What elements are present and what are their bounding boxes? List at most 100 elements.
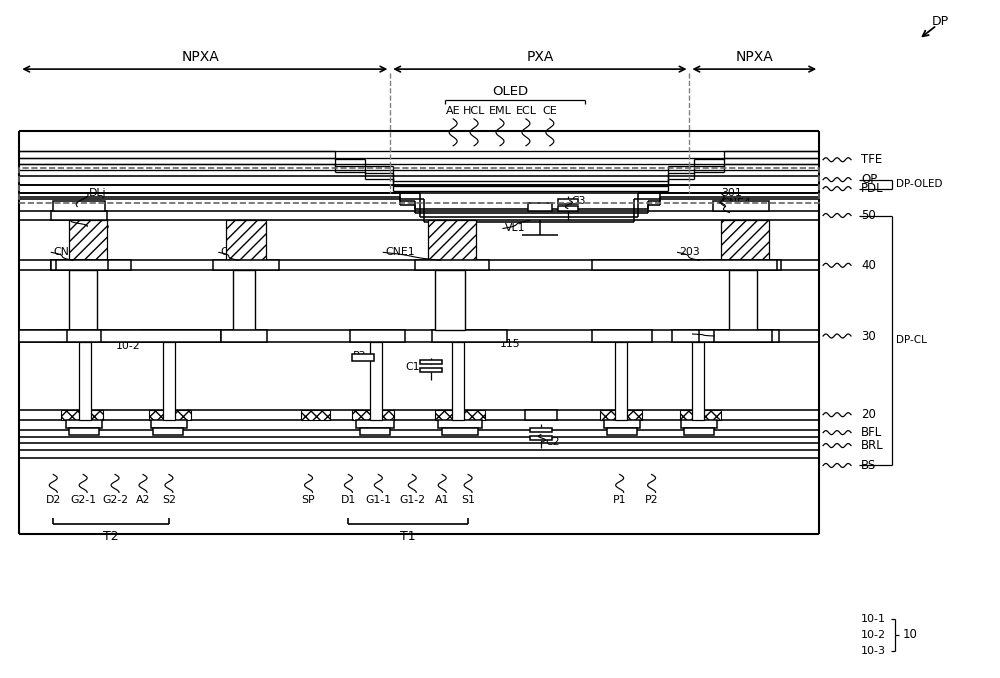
Text: DLj: DLj bbox=[89, 188, 107, 197]
Bar bbox=[600, 410, 642, 420]
Text: SP: SP bbox=[302, 496, 315, 505]
Text: OP: OP bbox=[861, 173, 877, 186]
Text: A2: A2 bbox=[136, 496, 150, 505]
Bar bbox=[79, 342, 91, 420]
Text: TFE: TFE bbox=[861, 153, 882, 166]
Bar bbox=[692, 342, 704, 420]
Bar bbox=[604, 420, 640, 428]
Bar bbox=[66, 420, 102, 428]
Bar bbox=[528, 203, 552, 211]
Bar bbox=[221, 330, 267, 342]
Bar bbox=[672, 330, 726, 342]
Text: PXA: PXA bbox=[526, 50, 554, 64]
Text: T2: T2 bbox=[103, 530, 119, 542]
Text: 106: 106 bbox=[176, 333, 197, 343]
Bar bbox=[153, 428, 183, 435]
Text: 10-1: 10-1 bbox=[450, 331, 475, 341]
Bar bbox=[352, 410, 394, 420]
Bar bbox=[51, 211, 107, 220]
Bar bbox=[525, 410, 557, 420]
Text: 205: 205 bbox=[89, 222, 110, 231]
Text: P2: P2 bbox=[645, 496, 658, 505]
Text: 10-3: 10-3 bbox=[598, 331, 622, 341]
Text: DP-CL: DP-CL bbox=[896, 335, 927, 345]
Text: HCL: HCL bbox=[463, 106, 485, 116]
Bar bbox=[558, 205, 578, 211]
Bar bbox=[615, 342, 627, 420]
Bar bbox=[356, 420, 394, 428]
Bar bbox=[681, 420, 717, 428]
Text: OLED: OLED bbox=[492, 85, 528, 98]
Text: T1: T1 bbox=[400, 530, 416, 542]
Bar bbox=[61, 410, 103, 420]
Bar bbox=[452, 342, 464, 420]
Text: S2: S2 bbox=[162, 496, 176, 505]
Bar bbox=[56, 260, 108, 271]
Text: NPXA: NPXA bbox=[182, 50, 220, 64]
Text: A1: A1 bbox=[435, 496, 449, 505]
Text: 20: 20 bbox=[861, 408, 876, 421]
Text: CNE1: CNE1 bbox=[385, 247, 415, 258]
Bar bbox=[370, 342, 382, 420]
Text: P1: P1 bbox=[613, 496, 626, 505]
Bar bbox=[149, 410, 191, 420]
Text: CE: CE bbox=[542, 106, 557, 116]
Text: DP: DP bbox=[932, 15, 949, 28]
Text: C2: C2 bbox=[545, 437, 559, 447]
Text: G2-2: G2-2 bbox=[102, 496, 128, 505]
Bar bbox=[226, 220, 266, 260]
Text: G1-2: G1-2 bbox=[399, 496, 425, 505]
Bar bbox=[592, 260, 777, 271]
Text: BRL: BRL bbox=[861, 439, 884, 452]
Bar bbox=[360, 428, 390, 435]
Text: VL1: VL1 bbox=[505, 224, 525, 233]
Bar bbox=[709, 260, 781, 271]
Bar bbox=[420, 368, 442, 372]
Text: 50: 50 bbox=[861, 209, 876, 222]
Bar bbox=[69, 271, 97, 330]
Text: G1-1: G1-1 bbox=[365, 496, 391, 505]
Bar bbox=[558, 199, 578, 203]
Text: 10-1: 10-1 bbox=[861, 614, 886, 624]
Text: CNE2: CNE2 bbox=[221, 247, 250, 258]
Text: 10-3: 10-3 bbox=[861, 645, 886, 656]
Text: 10: 10 bbox=[903, 629, 918, 641]
Bar bbox=[51, 260, 131, 271]
Text: 107: 107 bbox=[21, 331, 42, 341]
Bar bbox=[684, 428, 714, 435]
Bar bbox=[233, 271, 255, 330]
Bar bbox=[729, 271, 757, 330]
Bar bbox=[607, 428, 637, 435]
Text: S1: S1 bbox=[461, 496, 475, 505]
Text: 10-2: 10-2 bbox=[116, 341, 141, 351]
Bar bbox=[101, 330, 221, 342]
Bar bbox=[69, 220, 107, 260]
Text: 10-2: 10-2 bbox=[861, 630, 886, 640]
Text: 301: 301 bbox=[721, 188, 742, 197]
Bar bbox=[699, 330, 779, 342]
Bar bbox=[435, 410, 485, 420]
Bar bbox=[530, 428, 552, 432]
Bar bbox=[350, 330, 405, 342]
Text: EML: EML bbox=[489, 106, 511, 116]
Bar bbox=[19, 330, 67, 342]
Text: 203: 203 bbox=[680, 247, 700, 258]
Bar bbox=[213, 260, 279, 271]
Bar bbox=[19, 167, 819, 203]
Bar bbox=[442, 428, 478, 435]
Text: 113: 113 bbox=[694, 329, 715, 339]
Text: BFL: BFL bbox=[861, 426, 882, 439]
Bar bbox=[163, 342, 175, 420]
Bar bbox=[435, 271, 465, 330]
Text: D2: D2 bbox=[46, 496, 61, 505]
Bar bbox=[69, 428, 99, 435]
Bar bbox=[352, 354, 374, 361]
Text: 117: 117 bbox=[352, 331, 373, 341]
Bar bbox=[714, 330, 772, 342]
Text: PDL: PDL bbox=[861, 182, 884, 195]
Bar bbox=[56, 330, 108, 342]
Bar bbox=[420, 360, 442, 364]
Text: P3: P3 bbox=[352, 351, 366, 361]
Text: 40: 40 bbox=[861, 259, 876, 272]
Bar bbox=[69, 330, 97, 342]
